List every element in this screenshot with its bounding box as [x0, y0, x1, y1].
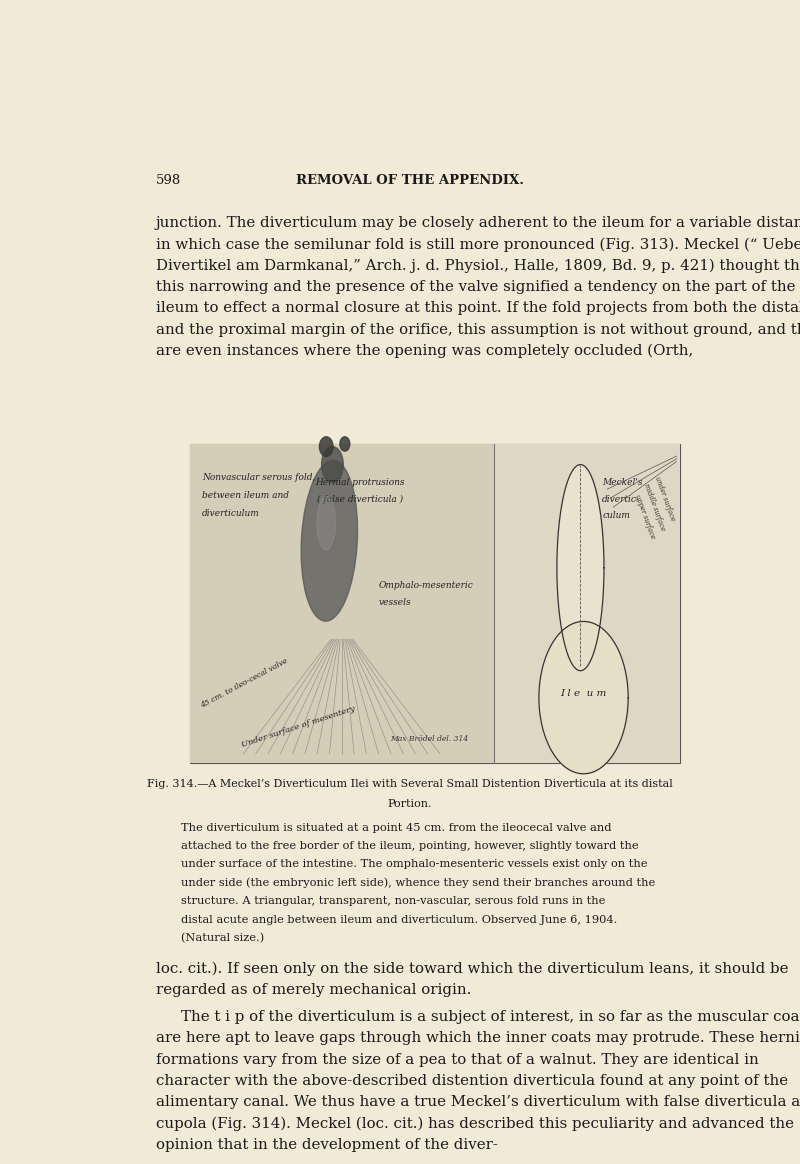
- Text: Nonvascular serous fold,: Nonvascular serous fold,: [202, 473, 316, 482]
- Polygon shape: [539, 622, 628, 774]
- Bar: [494, 445, 680, 762]
- Ellipse shape: [317, 496, 335, 549]
- Text: and the proximal margin of the orifice, this assumption is not without ground, a: and the proximal margin of the orifice, …: [156, 322, 800, 336]
- Text: structure. A triangular, transparent, non-vascular, serous fold runs in the: structure. A triangular, transparent, no…: [181, 896, 605, 906]
- Polygon shape: [557, 464, 604, 670]
- Text: character with the above-described distention diverticula found at any point of : character with the above-described diste…: [156, 1074, 788, 1088]
- Bar: [190, 445, 680, 762]
- Text: vessels: vessels: [379, 598, 411, 608]
- Text: I l e ​ u m: I l e ​ u m: [560, 689, 606, 697]
- Bar: [190, 445, 494, 762]
- Text: upper surface: upper surface: [634, 492, 657, 539]
- Text: attached to the free border of the ileum, pointing, however, slightly toward the: attached to the free border of the ileum…: [181, 842, 638, 851]
- Text: diverticulum: diverticulum: [202, 509, 260, 518]
- Text: loc. cit.). If seen only on the side toward which the diverticulum leans, it sho: loc. cit.). If seen only on the side tow…: [156, 961, 788, 977]
- Text: formations vary from the size of a pea to that of a walnut. They are identical i: formations vary from the size of a pea t…: [156, 1052, 758, 1066]
- Text: are here apt to leave gaps through which the inner coats may protrude. These her: are here apt to leave gaps through which…: [156, 1031, 800, 1045]
- Text: between ileum and: between ileum and: [202, 491, 290, 501]
- Text: 45 cm. to ileo-cecal valve: 45 cm. to ileo-cecal valve: [199, 658, 289, 710]
- Text: Hernial protrusions: Hernial protrusions: [315, 478, 405, 488]
- Text: Portion.: Portion.: [388, 800, 432, 809]
- Text: under surface of the intestine. The omphalo-mesenteric vessels exist only on the: under surface of the intestine. The omph…: [181, 859, 647, 870]
- Text: 598: 598: [156, 173, 181, 186]
- Text: The diverticulum is situated at a point 45 cm. from the ileocecal valve and: The diverticulum is situated at a point …: [181, 823, 611, 832]
- Text: regarded as of merely mechanical origin.: regarded as of merely mechanical origin.: [156, 984, 471, 998]
- Text: alimentary canal. We thus have a true Meckel’s diverticulum with false diverticu: alimentary canal. We thus have a true Me…: [156, 1095, 800, 1109]
- Text: Max Brödel del. 314: Max Brödel del. 314: [390, 734, 469, 743]
- Text: under surface: under surface: [653, 475, 677, 521]
- Text: (Natural size.): (Natural size.): [181, 932, 264, 943]
- Text: Omphalo-mesenteric: Omphalo-mesenteric: [379, 581, 474, 590]
- Text: junction. The diverticulum may be closely adherent to the ileum for a variable d: junction. The diverticulum may be closel…: [156, 215, 800, 229]
- Text: divertic-: divertic-: [602, 495, 640, 504]
- Text: Meckel's: Meckel's: [602, 478, 642, 488]
- Text: Under surface of mesentery: Under surface of mesentery: [241, 704, 356, 748]
- Text: Fig. 314.—A Meckel’s Diverticulum Ilei with Several Small Distention Diverticula: Fig. 314.—A Meckel’s Diverticulum Ilei w…: [147, 779, 673, 789]
- Text: opinion that in the development of the diver-: opinion that in the development of the d…: [156, 1138, 498, 1152]
- Text: Divertikel am Darmkanal,” Arch. j. d. Physiol., Halle, 1809, Bd. 9, p. 421) thou: Divertikel am Darmkanal,” Arch. j. d. Ph…: [156, 258, 800, 272]
- Ellipse shape: [322, 447, 343, 483]
- Text: cupola (Fig. 314). Meckel (loc. cit.) has described this peculiarity and advance: cupola (Fig. 314). Meckel (loc. cit.) ha…: [156, 1116, 794, 1131]
- Text: in which case the semilunar fold is still more pronounced (Fig. 313). Meckel (“ : in which case the semilunar fold is stil…: [156, 237, 800, 251]
- Ellipse shape: [301, 460, 358, 622]
- Text: this narrowing and the presence of the valve signified a tendency on the part of: this narrowing and the presence of the v…: [156, 279, 795, 293]
- Text: REMOVAL OF THE APPENDIX.: REMOVAL OF THE APPENDIX.: [296, 173, 524, 186]
- Text: ( false diverticula ): ( false diverticula ): [318, 495, 403, 504]
- Text: The t i p of the diverticulum is a subject of interest, in so far as the muscula: The t i p of the diverticulum is a subje…: [181, 1010, 800, 1024]
- Text: under side (the embryonic left side), whence they send their branches around the: under side (the embryonic left side), wh…: [181, 878, 655, 888]
- Ellipse shape: [340, 436, 350, 452]
- Ellipse shape: [319, 436, 333, 456]
- Text: distal acute angle between ileum and diverticulum. Observed June 6, 1904.: distal acute angle between ileum and div…: [181, 915, 617, 924]
- Text: middle surface: middle surface: [642, 482, 666, 532]
- Text: ileum to effect a normal closure at this point. If the fold projects from both t: ileum to effect a normal closure at this…: [156, 301, 800, 315]
- Text: are even instances where the opening was completely occluded (Orth,: are even instances where the opening was…: [156, 343, 693, 359]
- Text: culum: culum: [602, 511, 630, 520]
